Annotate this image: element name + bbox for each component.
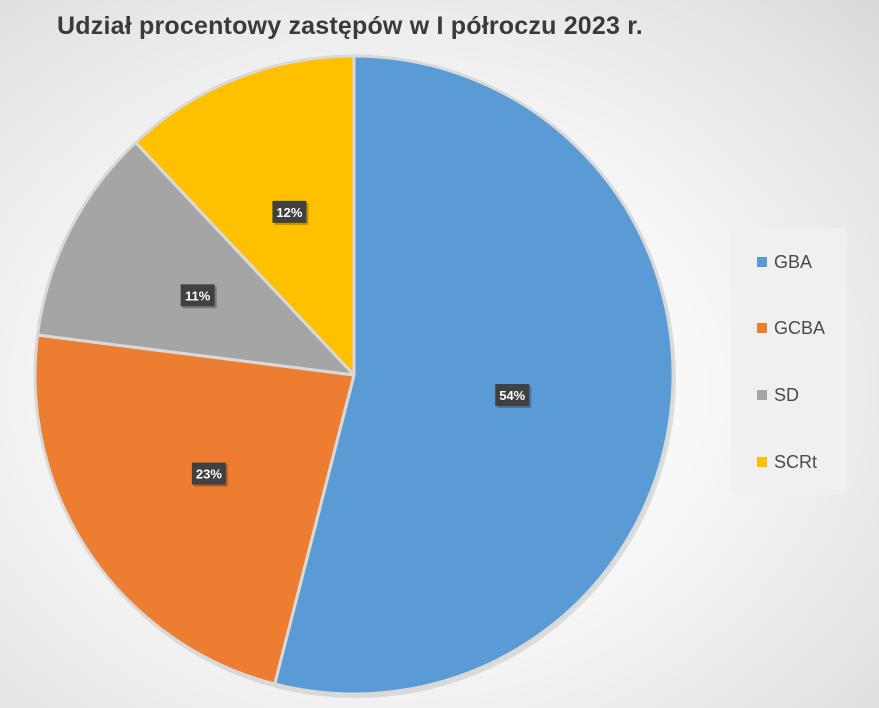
legend-item-sd: SD	[757, 385, 799, 405]
legend: GBA GCBA SD SCRt	[731, 228, 847, 494]
legend-swatch-sd	[757, 390, 767, 400]
pie-slice-gba	[273, 54, 675, 696]
data-label-scrt: 12%	[272, 200, 309, 225]
pie-slice-gcba	[33, 333, 356, 686]
legend-label-gba: GBA	[774, 251, 813, 272]
data-label-gcba: 23%	[191, 462, 228, 487]
pie-slice-scrt	[134, 54, 356, 377]
svg-text:23%: 23%	[196, 467, 222, 482]
svg-text:12%: 12%	[276, 205, 302, 220]
data-label-gba: 54%	[495, 383, 532, 408]
legend-label-gcba: GCBA	[774, 317, 826, 338]
pie-slice-sd	[36, 140, 356, 377]
legend-label-scrt: SCRt	[774, 451, 818, 472]
svg-text:11%: 11%	[185, 288, 211, 303]
legend-item-gba: GBA	[757, 252, 812, 272]
svg-text:54%: 54%	[499, 388, 525, 403]
legend-swatch-scrt	[757, 457, 767, 467]
legend-swatch-gcba	[757, 323, 767, 333]
data-label-sd: 11%	[180, 284, 217, 309]
legend-swatch-gba	[757, 257, 767, 267]
legend-item-gcba: GCBA	[757, 318, 825, 338]
chart-title: Udział procentowy zastępów w I półroczu …	[57, 12, 643, 40]
legend-item-scrt: SCRt	[757, 452, 817, 472]
legend-label-sd: SD	[774, 384, 800, 405]
